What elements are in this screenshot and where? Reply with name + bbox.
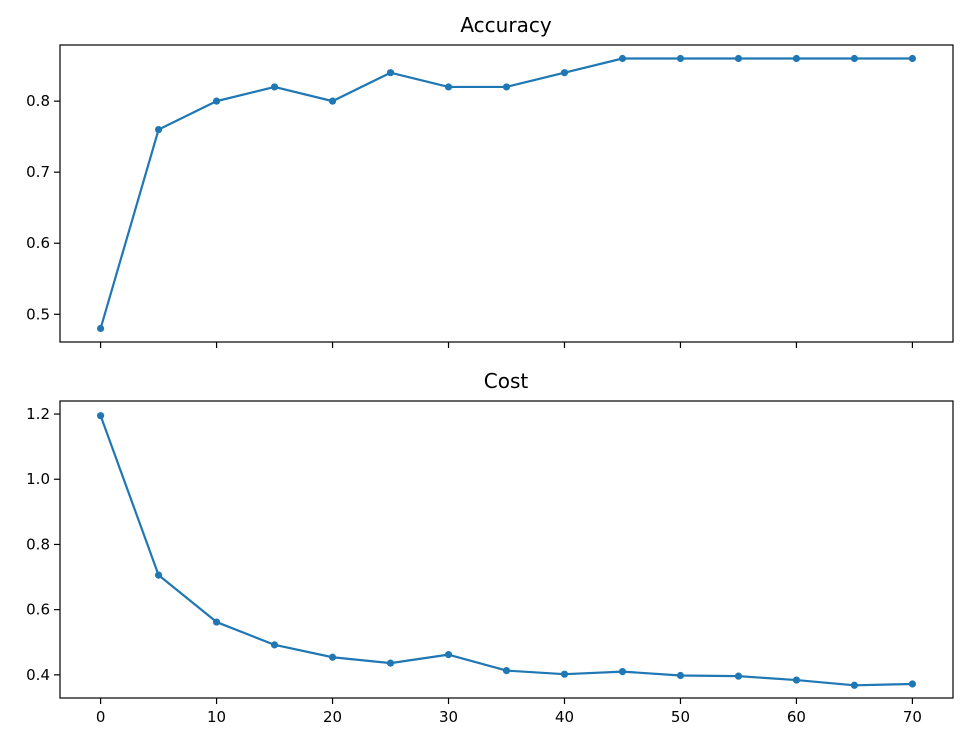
accuracy-data-point [154,125,163,134]
accuracy-data-point [96,324,105,333]
cost-data-point [270,641,279,649]
cost-data-point [560,670,569,678]
accuracy-y-tick-label: 0.8 [26,92,50,110]
accuracy-panel: Accuracy 0.5 0.6 0.7 0.8 [26,13,954,348]
cost-x-tick-label: 10 [207,708,226,726]
cost-data-point [444,651,453,659]
cost-panel: Cost 0.4 0.6 0.8 1.0 1.2 0 10 20 30 40 50 60 70 [26,369,954,726]
cost-data-point [96,412,105,420]
accuracy-series-line [99,57,913,329]
cost-data-point [734,672,743,680]
cost-data-point [154,571,163,579]
cost-y-tick-label: 0.8 [26,535,50,553]
cost-series-line [99,415,913,687]
cost-x-tick-label: 0 [96,708,106,726]
accuracy-data-point [676,54,685,63]
cost-axes-frame [59,400,954,699]
accuracy-data-point [502,83,511,91]
accuracy-data-point [792,54,801,63]
accuracy-data-point [444,83,453,91]
accuracy-chart-title: Accuracy [460,13,551,37]
cost-x-tick-label: 30 [439,708,458,726]
cost-data-point [502,667,511,675]
accuracy-data-point [386,69,395,77]
cost-y-tick-label: 0.4 [26,666,50,684]
accuracy-data-point [908,54,917,63]
accuracy-data-point [850,54,859,63]
accuracy-data-point [618,54,627,63]
accuracy-data-point [270,83,279,91]
cost-x-tick-label: 70 [903,708,922,726]
accuracy-y-tick-label: 0.7 [26,163,50,181]
cost-data-point [386,659,395,667]
cost-data-point [212,618,221,626]
cost-data-point [328,653,337,661]
accuracy-data-point [212,97,221,105]
accuracy-data-point [328,97,337,105]
cost-chart-title: Cost [484,369,529,393]
cost-data-point [908,680,917,688]
accuracy-data-point [560,69,569,77]
cost-x-tick-label: 60 [787,708,806,726]
accuracy-y-tick-label: 0.5 [26,305,50,323]
cost-y-tick-label: 1.2 [26,405,50,423]
cost-data-point [618,667,627,676]
cost-y-tick-label: 0.6 [26,601,50,619]
cost-data-point [850,681,859,689]
accuracy-axes-frame [59,44,954,343]
accuracy-data-point [734,54,743,63]
accuracy-y-tick-label: 0.6 [26,234,50,252]
cost-x-tick-label: 50 [671,708,690,726]
cost-data-point [676,671,685,680]
cost-y-tick-label: 1.0 [26,470,50,488]
cost-data-point [792,676,801,684]
cost-x-tick-label: 40 [555,708,574,726]
cost-x-tick-label: 20 [323,708,342,726]
